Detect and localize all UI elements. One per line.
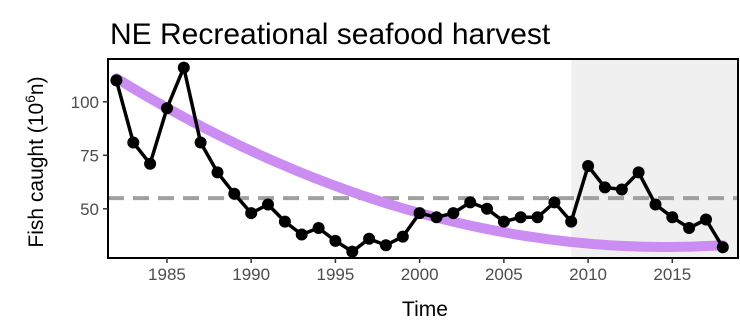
data-point	[262, 198, 274, 211]
x-tick-label: 2010	[569, 265, 607, 284]
panel-border	[107, 58, 739, 259]
data-point	[683, 222, 696, 234]
x-tick-label: 2005	[485, 265, 523, 284]
data-point	[413, 207, 426, 220]
data-point	[329, 234, 342, 247]
y-axis-label: Fish caught (106n)	[22, 76, 48, 247]
data-point	[177, 61, 190, 74]
data-point	[110, 74, 123, 87]
data-point	[666, 211, 679, 224]
x-tick-label: 1985	[148, 265, 186, 284]
x-tick-label: 2000	[401, 265, 439, 284]
data-point	[464, 196, 477, 209]
data-point	[481, 202, 493, 215]
data-point	[161, 102, 173, 115]
data-point	[346, 245, 359, 258]
data-point	[144, 157, 157, 170]
x-tick-label: 1990	[232, 265, 270, 284]
data-point	[565, 215, 578, 228]
data-point	[396, 230, 409, 243]
data-point	[278, 215, 291, 228]
data-point	[598, 181, 611, 194]
data-point	[700, 213, 712, 226]
plot-area	[107, 58, 739, 259]
y-axis-label-base: Fish caught (10	[25, 103, 48, 248]
data-point	[531, 211, 544, 224]
series-group	[110, 61, 729, 258]
x-tick-label: 1995	[316, 265, 354, 284]
data-point	[127, 136, 140, 149]
x-axis-label: Time	[402, 298, 448, 321]
data-point	[716, 241, 729, 254]
data-point	[497, 215, 510, 228]
data-point	[211, 166, 224, 179]
y-tick-label: 100	[71, 93, 99, 112]
y-axis-label-superscript: 6	[22, 95, 38, 103]
data-point	[194, 136, 207, 149]
y-axis-label-suffix: n)	[25, 76, 48, 95]
data-point	[363, 232, 376, 245]
chart-title: NE Recreational seafood harvest	[110, 18, 551, 51]
data-point	[228, 187, 241, 200]
data-point	[245, 207, 258, 220]
data-point	[582, 160, 595, 172]
data-point	[447, 207, 460, 220]
data-point	[295, 228, 308, 241]
y-axis: 50 75 100	[71, 93, 108, 219]
y-tick-label: 50	[80, 200, 99, 219]
y-tick-label: 75	[80, 146, 99, 165]
data-point	[312, 222, 325, 234]
data-point	[649, 198, 662, 211]
data-point	[430, 211, 443, 224]
data-point	[514, 211, 527, 224]
data-point	[548, 196, 561, 209]
data-point	[379, 239, 392, 252]
data-point	[632, 166, 645, 179]
x-axis: 1985 1990 1995 2000 2005 2010 2015	[148, 258, 691, 284]
x-tick-label: 2015	[653, 265, 691, 284]
data-point	[615, 183, 628, 196]
